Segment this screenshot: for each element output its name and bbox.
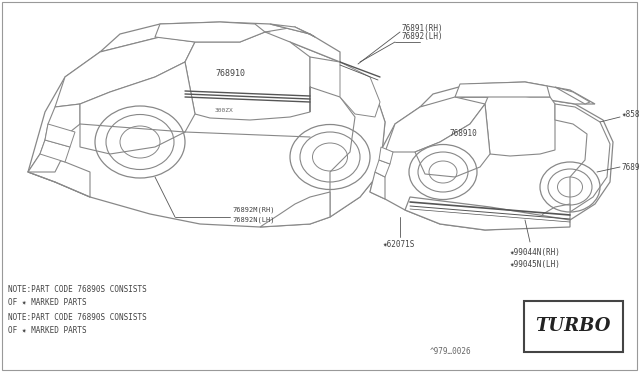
Polygon shape [340, 62, 380, 117]
Text: 768910: 768910 [215, 70, 245, 78]
Text: ✷99045N(LH): ✷99045N(LH) [510, 260, 561, 269]
Polygon shape [385, 97, 485, 152]
Polygon shape [485, 92, 555, 156]
Polygon shape [28, 154, 90, 197]
Text: OF ✷ MARKED PARTS: OF ✷ MARKED PARTS [8, 298, 86, 307]
Polygon shape [415, 104, 490, 177]
Polygon shape [28, 34, 385, 227]
Polygon shape [455, 82, 550, 97]
Polygon shape [370, 97, 613, 230]
Text: ^979…0026: ^979…0026 [430, 347, 472, 356]
Text: ✷99044N(RH): ✷99044N(RH) [510, 247, 561, 257]
Polygon shape [535, 204, 570, 227]
Polygon shape [40, 140, 70, 162]
Polygon shape [555, 87, 590, 104]
Polygon shape [28, 104, 80, 172]
Polygon shape [100, 22, 340, 62]
Polygon shape [379, 147, 393, 164]
Polygon shape [185, 32, 310, 120]
Text: 76892M(RH): 76892M(RH) [232, 207, 275, 213]
Text: ✷62071S: ✷62071S [383, 240, 415, 248]
Text: TURBO: TURBO [536, 317, 611, 336]
Text: 76892N(LH): 76892N(LH) [232, 217, 275, 223]
Text: OF ✷ MARKED PARTS: OF ✷ MARKED PARTS [8, 326, 86, 334]
Polygon shape [55, 37, 195, 107]
Text: 768910: 768910 [450, 129, 477, 138]
Text: 76892(LH): 76892(LH) [402, 32, 444, 42]
Polygon shape [405, 197, 570, 230]
Polygon shape [555, 104, 610, 212]
Polygon shape [80, 62, 195, 154]
Polygon shape [45, 124, 75, 147]
Polygon shape [155, 22, 265, 42]
Polygon shape [260, 192, 330, 227]
Polygon shape [375, 160, 390, 177]
Text: NOTE:PART CODE 76890S CONSISTS: NOTE:PART CODE 76890S CONSISTS [8, 312, 147, 321]
Polygon shape [420, 82, 595, 107]
Polygon shape [270, 24, 315, 37]
Text: 76891N: 76891N [622, 163, 640, 171]
Polygon shape [370, 172, 385, 199]
Text: NOTE:PART CODE 76890S CONSISTS: NOTE:PART CODE 76890S CONSISTS [8, 285, 147, 295]
Text: 76891(RH): 76891(RH) [402, 23, 444, 32]
Text: 300ZX: 300ZX [215, 108, 234, 112]
Bar [524, 301, 623, 352]
Polygon shape [310, 57, 385, 217]
Text: ✷85814S: ✷85814S [622, 109, 640, 119]
